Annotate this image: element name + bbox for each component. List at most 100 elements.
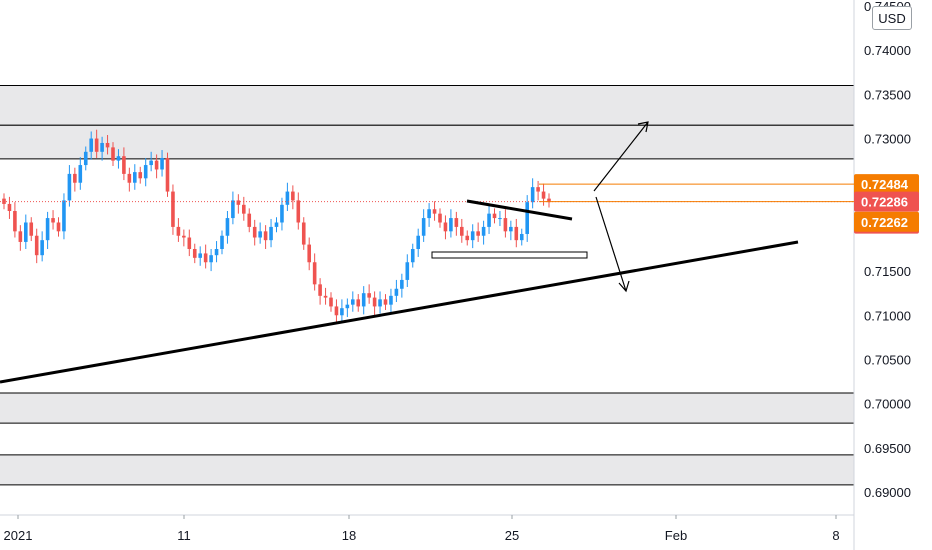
candle-body (492, 213, 497, 219)
x-tick-label: Feb (665, 528, 687, 543)
x-tick-label: 25 (505, 528, 519, 543)
y-tick-label: 0.69500 (864, 441, 911, 456)
y-tick-label: 0.70500 (864, 352, 911, 367)
candle-body (105, 142, 110, 148)
candle-body (449, 218, 453, 232)
candle-body (454, 218, 459, 227)
y-tick-label: 0.73000 (864, 132, 911, 147)
candle-body (62, 200, 66, 232)
consolidation-box (431, 251, 588, 259)
candle-body (133, 172, 137, 183)
candle-body (51, 218, 55, 223)
candle-body (13, 211, 17, 232)
candle-body (394, 288, 399, 296)
candle-body (192, 249, 197, 258)
candle-body (274, 222, 279, 227)
candle-body (34, 235, 39, 256)
x-tick-label: 11 (177, 528, 191, 543)
candle-body (465, 235, 470, 241)
candle-body (45, 218, 50, 241)
y-tick-label: 0.70000 (864, 397, 911, 412)
candle-body (438, 213, 442, 223)
candle-body (2, 198, 6, 204)
candle-body (220, 235, 224, 249)
candle-body (383, 299, 388, 305)
candle-body (154, 160, 159, 170)
candle-body (307, 244, 311, 263)
price-badge-text: 0.72484 (861, 177, 909, 192)
candle-body (329, 297, 333, 307)
candle-body (143, 165, 148, 179)
candle-body (312, 262, 317, 285)
candle-body (231, 200, 235, 219)
candle-body (389, 295, 393, 305)
x-tick-label: 18 (342, 528, 356, 543)
bearish-arrow (595, 196, 630, 293)
candle-body (56, 222, 61, 232)
candle-body (536, 187, 540, 192)
y-tick-label: 0.71500 (864, 264, 911, 279)
candle-body (481, 226, 486, 236)
candle-body (530, 187, 535, 203)
candle-body (410, 249, 415, 263)
candle-body (236, 200, 241, 205)
candle-body (209, 255, 213, 263)
candle-body (470, 231, 475, 241)
candle-body (138, 172, 143, 179)
price-badge-text: 0.72286 (861, 195, 908, 210)
price-badge (854, 211, 919, 232)
candle-body (405, 262, 410, 280)
candle-body (334, 306, 339, 316)
candle-body (160, 157, 164, 170)
candle-body (503, 218, 508, 232)
candle-body (73, 173, 77, 183)
candle-body (432, 209, 437, 214)
candle-body (509, 226, 513, 232)
candle-body (421, 218, 426, 236)
candle-body (7, 203, 12, 212)
candle-body (263, 231, 268, 241)
candle-body (296, 200, 301, 223)
candle-body (318, 284, 322, 296)
candle-body (378, 299, 382, 307)
candle-body (78, 165, 83, 183)
candle-body (83, 151, 88, 166)
ascending-trendline (0, 240, 799, 384)
zone-box-1 (0, 125, 854, 159)
candle-body (443, 222, 448, 232)
candle-body (187, 237, 192, 249)
candle-body (514, 226, 519, 241)
candle-body (541, 191, 546, 199)
candle-body (356, 299, 361, 307)
candle-body (498, 218, 502, 220)
candle-body (427, 209, 431, 219)
candle-body (111, 147, 115, 161)
candle-body (116, 156, 121, 161)
candle-body (340, 308, 344, 316)
bullish-arrow (593, 121, 649, 192)
y-tick-label: 0.73500 (864, 87, 911, 102)
candle-body (367, 293, 371, 298)
zone-box-3 (0, 454, 854, 485)
zone-box-0 (0, 85, 854, 126)
candle-body (18, 231, 23, 242)
candle-body (252, 226, 257, 238)
candle-body (24, 222, 28, 242)
candle-body (89, 138, 93, 152)
candle-body (122, 156, 126, 174)
candle-body (182, 235, 186, 238)
candle-body (269, 226, 273, 241)
currency-label[interactable]: USD (872, 6, 912, 30)
candle-body (67, 173, 72, 201)
candle-body (351, 299, 355, 305)
x-tick-label: 8 (832, 528, 839, 543)
y-tick-label: 0.74000 (864, 43, 911, 58)
candle-body (525, 202, 529, 234)
candle-body (301, 222, 306, 245)
candle-body (171, 191, 175, 227)
candle-body (165, 157, 170, 192)
zone-box-2 (0, 393, 854, 424)
descending-trendline (466, 199, 573, 221)
candle-body (372, 297, 377, 307)
